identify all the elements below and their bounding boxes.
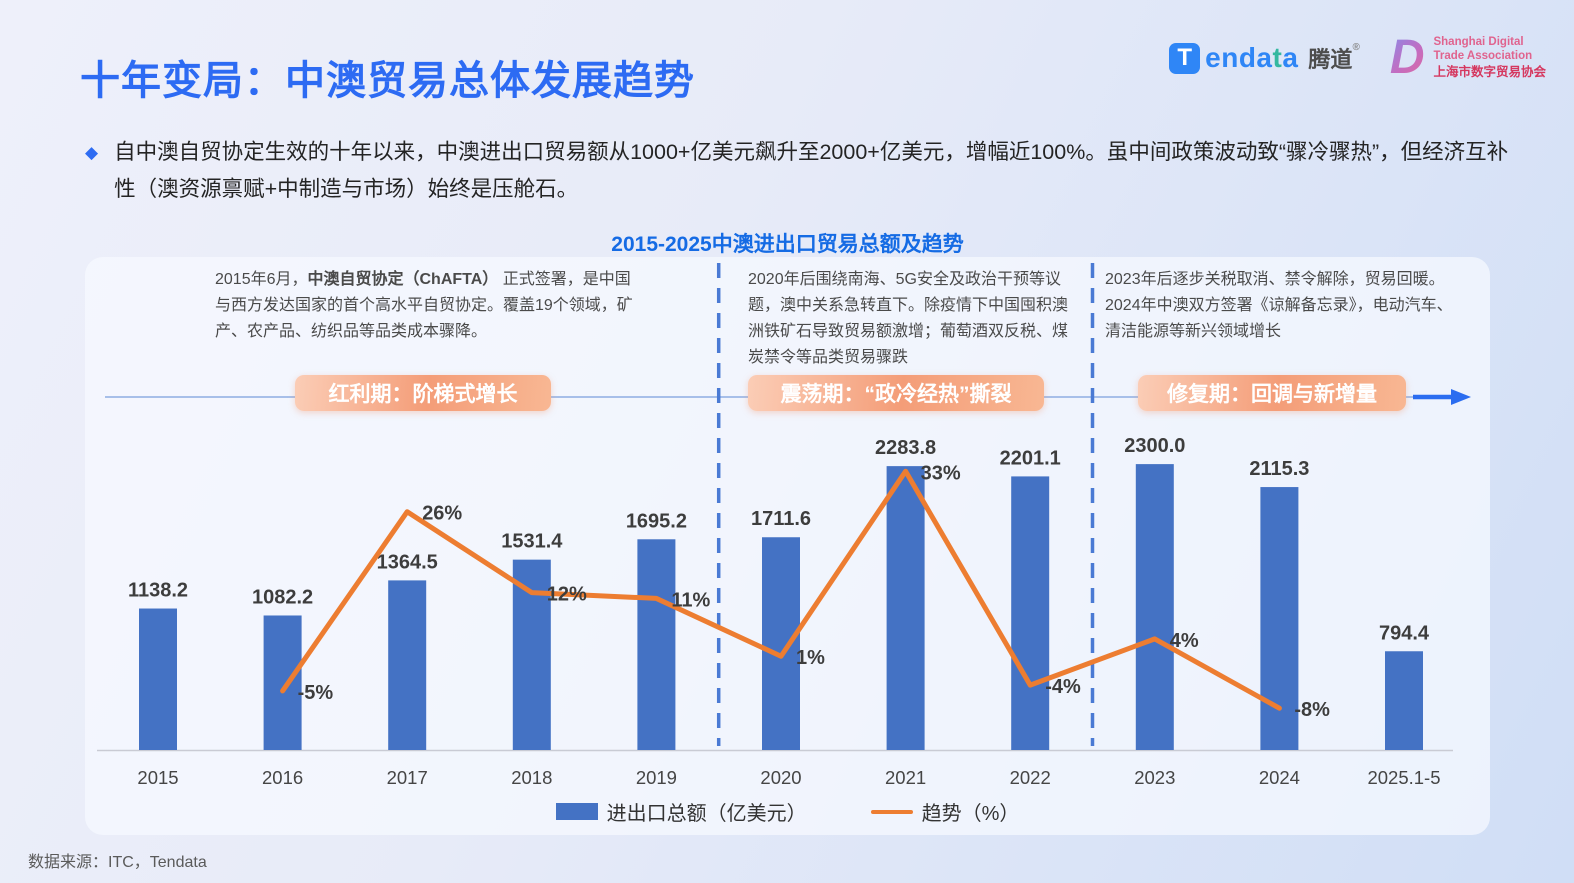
tendata-logo-icon: T xyxy=(1169,42,1201,74)
trade-total-bar xyxy=(886,466,925,750)
period-badge-bonus: 红利期：阶梯式增长 xyxy=(295,375,551,411)
bar-value-label: 1364.5 xyxy=(377,551,438,573)
page-title: 十年变局：中澳贸易总体发展趋势 xyxy=(80,59,695,103)
legend-item-trend: 趋势（%） xyxy=(870,797,1020,826)
bar-value-label: 2300.0 xyxy=(1124,435,1185,457)
period-description-1-pre: 2015年6月， xyxy=(215,271,308,288)
legend-label-trend: 趋势（%） xyxy=(921,803,1020,825)
data-source-note: 数据来源：ITC，Tendata xyxy=(28,854,207,871)
sdta-text-block: Shanghai Digital Trade Association 上海市数字… xyxy=(1433,36,1546,81)
x-axis-label: 2020 xyxy=(760,767,801,788)
diamond-bullet-icon: ◆ xyxy=(85,143,99,162)
bar-series-swatch xyxy=(555,803,598,820)
trade-total-bar xyxy=(1385,651,1423,750)
trend-line xyxy=(280,468,1282,711)
bar-value-label: 2283.8 xyxy=(875,437,936,459)
x-axis-label: 2024 xyxy=(1259,767,1300,788)
x-axis-label: 2021 xyxy=(885,767,926,788)
bar-value-label: 1138.2 xyxy=(128,580,188,602)
trend-point-label: 11% xyxy=(671,589,710,611)
sdta-logo: D Shanghai Digital Trade Association 上海市… xyxy=(1390,34,1546,82)
trade-total-bar xyxy=(762,537,800,750)
period-description-1: 2015年6月，中澳自贸协定（ChAFTA） 正式签署，是中国与西方发达国家的首… xyxy=(215,267,639,345)
period-description-3: 2023年后逐步关税取消、禁令解除，贸易回暖。 2024年中澳双方签署《谅解备忘… xyxy=(1105,271,1453,340)
trend-point-label: 1% xyxy=(796,647,825,669)
intro-bullet: ◆ 自中澳自贸协定生效的十年以来，中澳进出口贸易额从1000+亿美元飙升至200… xyxy=(85,134,1509,208)
x-axis-label: 2015 xyxy=(137,767,178,788)
x-axis-label: 2017 xyxy=(387,767,428,788)
sdta-name-line1: Shanghai Digital xyxy=(1433,35,1524,48)
sdta-logo-icon: D xyxy=(1389,31,1425,84)
trade-total-bar xyxy=(388,580,427,750)
line-series-swatch xyxy=(870,809,913,814)
trend-point-label: -8% xyxy=(1294,699,1330,721)
trend-point-label: 4% xyxy=(1170,630,1199,652)
trend-point-label: 12% xyxy=(547,584,587,606)
trend-point-label: -4% xyxy=(1045,676,1081,698)
registered-mark-icon: ® xyxy=(1352,42,1360,53)
timeline-arrow-icon xyxy=(1451,389,1471,405)
chart-panel: 1138.2 2015 1082.2 2016 1364.5 2017 1531.4 2018… xyxy=(85,257,1490,835)
x-axis-label: 2019 xyxy=(636,767,677,788)
tendata-wordmark: endata xyxy=(1205,44,1298,72)
chart-title: 2015-2025中澳进出口贸易总额及趋势 xyxy=(611,233,964,256)
legend-item-total: 进出口总额（亿美元） xyxy=(555,797,807,826)
period-description-2: 2020年后围绕南海、5G安全及政治干预等议题，澳中关系急转直下。除疫情下中国囤… xyxy=(748,271,1069,366)
tendata-logo: T endata 腾道® xyxy=(1169,42,1360,74)
bar-value-label: 794.4 xyxy=(1379,622,1430,644)
bar-value-label: 1082.2 xyxy=(252,586,313,608)
chart-legend: 进出口总额（亿美元） 趋势（%） xyxy=(85,797,1490,826)
intro-bullet-text: 自中澳自贸协定生效的十年以来，中澳进出口贸易额从1000+亿美元飙升至2000+… xyxy=(114,140,1509,201)
logo-bar: T endata 腾道® D Shanghai Digital Trade As… xyxy=(1169,34,1546,82)
legend-label-total: 进出口总额（亿美元） xyxy=(606,803,807,825)
bar-value-label: 2115.3 xyxy=(1249,458,1309,480)
bar-value-label: 1711.6 xyxy=(751,508,811,530)
x-axis-label: 2016 xyxy=(262,767,303,788)
period-description-1-bold: 中澳自贸协定（ChAFTA） xyxy=(307,271,499,288)
sdta-name-cn: 上海市数字贸易协会 xyxy=(1433,65,1546,80)
trade-total-bar xyxy=(1135,464,1174,750)
trend-point-label: 26% xyxy=(422,503,462,525)
x-axis-label: 2023 xyxy=(1134,767,1175,788)
tendata-word-part: t xyxy=(1272,42,1283,73)
trade-total-bar xyxy=(512,559,551,750)
period-description-1-post: 正式签署，是中国与西方发达国家的首个高水平自贸协定。覆盖19个领域，矿产、农产品… xyxy=(215,271,633,340)
trend-point-label: 33% xyxy=(921,462,961,484)
period-badge-turmoil: 震荡期：“政冷经热”撕裂 xyxy=(748,375,1044,411)
trade-chart: 1138.2 2015 1082.2 2016 1364.5 2017 1531.4 2018… xyxy=(97,263,1471,788)
sdta-name-line2: Trade Association xyxy=(1433,49,1533,62)
tendata-cn-text: 腾道 xyxy=(1308,47,1353,72)
trade-total-bar xyxy=(1011,476,1050,750)
x-axis-label: 2018 xyxy=(511,767,552,788)
trade-total-bar xyxy=(637,539,676,750)
trade-total-bar xyxy=(263,615,302,750)
trade-total-bar xyxy=(139,608,177,750)
tendata-cn-label: 腾道® xyxy=(1308,42,1359,74)
bar-value-label: 1531.4 xyxy=(501,531,563,553)
tendata-word-part: a xyxy=(1282,42,1299,73)
x-axis-label: 2025.1-5 xyxy=(1367,767,1440,788)
period-badge-recovery: 修复期：回调与新增量 xyxy=(1138,375,1406,411)
x-axis-label: 2022 xyxy=(1010,767,1051,788)
bar-value-label: 1695.2 xyxy=(626,510,687,532)
bar-value-label: 2201.1 xyxy=(1000,447,1061,469)
trend-point-label: -5% xyxy=(298,682,334,704)
tendata-word-part: enda xyxy=(1205,42,1273,73)
